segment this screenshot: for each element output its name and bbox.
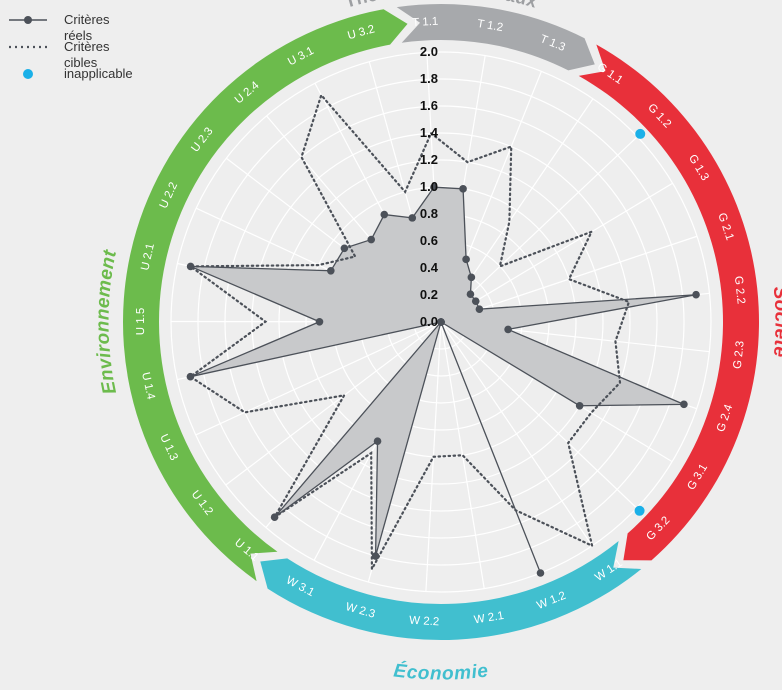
actual-point-G-2-3 <box>504 325 512 334</box>
axis-label-U-1-4: U 1.4 <box>139 371 157 401</box>
actual-point-T-1-2 <box>459 185 467 193</box>
inapplicable-marker <box>634 505 645 516</box>
radar-series <box>186 92 700 577</box>
section-title-G: Societe <box>769 286 782 359</box>
actual-point-U-2-1 <box>186 262 195 271</box>
axis-label-T-1-1: T 1.1 <box>412 16 439 29</box>
grid-spoke <box>440 321 593 547</box>
r-tick-label: 0.8 <box>420 206 438 221</box>
axis-label-G-2-3: G 2.3 <box>732 340 747 369</box>
r-tick-label: 1.8 <box>420 71 438 86</box>
actual-point-U-1-4 <box>186 372 195 381</box>
legend-actual-label: Critères réels <box>64 12 110 43</box>
actual-point-U-3-1 <box>380 210 389 219</box>
grid-spoke <box>440 321 638 509</box>
section-arc-U <box>122 9 408 582</box>
series-target-line <box>187 92 631 574</box>
actual-point-G-1-2 <box>466 290 475 299</box>
grid-spoke <box>440 136 638 323</box>
actual-point-W-2-3 <box>371 552 380 560</box>
legend-na-label: inapplicable <box>64 66 133 81</box>
legend-target-symbol <box>9 45 47 49</box>
r-tick-label: 2.0 <box>420 44 438 59</box>
r-tick-label: 1.2 <box>420 152 438 167</box>
section-title-U: Environnement <box>92 248 121 396</box>
actual-point-U-3-2 <box>408 214 417 222</box>
axis-label-W-2-2: W 2.2 <box>409 615 440 629</box>
actual-point-U-2-2 <box>327 266 335 275</box>
axis-label-U-1-5: U 1.5 <box>135 308 147 336</box>
section-arc-T <box>396 3 595 71</box>
legend-na-symbol <box>23 69 33 79</box>
axis-label-U-2-1: U 2.1 <box>139 242 157 271</box>
actual-point-U-1-1 <box>270 513 279 521</box>
actual-point-U-1-5 <box>315 317 324 326</box>
r-tick-label: 1.0 <box>420 179 438 194</box>
actual-point-G-1-1 <box>467 273 476 282</box>
actual-point-T-1-1 <box>430 183 438 191</box>
r-tick-label: 0.6 <box>420 233 438 248</box>
inapplicable-marker <box>635 128 646 139</box>
legend-actual-symbol <box>9 16 47 24</box>
legend-target-label: Critères cibles <box>64 39 110 70</box>
grid-spoke <box>225 321 442 486</box>
section-ring <box>122 3 760 640</box>
grid-spoke <box>195 321 442 436</box>
axis-label-W-2-1: W 2.1 <box>473 610 505 627</box>
actual-point-G-1-3 <box>471 297 480 305</box>
actual-point-W-1-2 <box>536 569 545 577</box>
r-tick-label: 0.0 <box>420 314 438 329</box>
actual-point-U-1-3 <box>437 318 445 326</box>
axis-label-G-2-2: G 2.2 <box>732 275 747 304</box>
actual-point-G-2-4 <box>680 400 688 409</box>
actual-point-G-2-2 <box>692 290 700 299</box>
radial-tick-labels: 0.0 0.2 0.4 0.6 0.8 1.0 1.2 1.4 1.6 1.8 2.0 <box>420 44 439 329</box>
actual-point-U-2-3 <box>340 244 349 253</box>
grid-spoke <box>440 182 673 323</box>
actual-point-G-3-1 <box>575 401 584 410</box>
actual-point-T-1-3 <box>462 255 470 264</box>
actual-point-U-2-4 <box>367 235 376 244</box>
actual-point-W-3-1 <box>373 437 382 445</box>
r-tick-label: 1.4 <box>420 125 439 140</box>
actual-point-G-2-1 <box>475 305 484 313</box>
r-tick-label: 0.2 <box>420 287 438 302</box>
section-arc-G <box>578 44 760 561</box>
r-tick-label: 0.4 <box>420 260 439 275</box>
r-tick-label: 1.6 <box>420 98 438 113</box>
section-title-W: Économie <box>392 659 489 684</box>
section-arc-W <box>260 541 642 640</box>
axis-label-T-1-2: T 1.2 <box>476 18 504 34</box>
